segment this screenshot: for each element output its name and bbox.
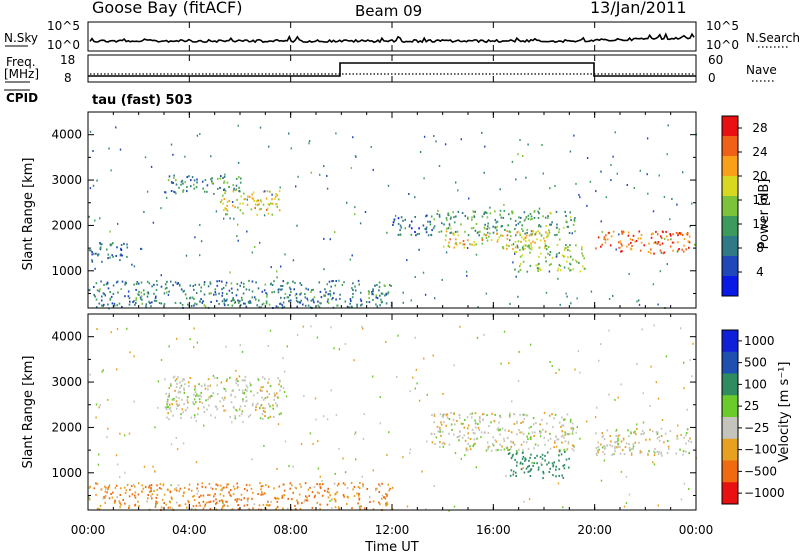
- svg-text:4000: 4000: [51, 128, 82, 142]
- svg-text:−25: −25: [744, 421, 769, 435]
- power-heatmap: [88, 124, 697, 310]
- beam-title: Beam 09: [355, 2, 422, 20]
- svg-text:1000: 1000: [51, 264, 82, 278]
- svg-text:04:00: 04:00: [172, 523, 207, 537]
- mode-label: tau (fast) 503: [92, 93, 193, 108]
- svg-text:3000: 3000: [51, 375, 82, 389]
- svg-text:28: 28: [752, 121, 767, 135]
- noise-right-tick-bottom: 10^0: [706, 38, 739, 52]
- noise-right-tick-top: 10^5: [706, 19, 739, 33]
- svg-text:25: 25: [744, 399, 759, 413]
- svg-text:16:00: 16:00: [476, 523, 511, 537]
- date-title: 13/Jan/2011: [590, 0, 687, 17]
- svg-text:8: 8: [756, 241, 764, 255]
- svg-text:4: 4: [756, 265, 764, 279]
- power-colorbar: 4 8 12 16 20 24 28: [721, 115, 768, 297]
- freq-right-tick-top: 60: [708, 53, 723, 67]
- freq-right-tick-bottom: 0: [708, 71, 716, 85]
- svg-text:4000: 4000: [51, 330, 82, 344]
- noise-right-label: N.Search: [746, 31, 800, 45]
- svg-text:00:00: 00:00: [71, 523, 106, 537]
- svg-text:1000: 1000: [51, 466, 82, 480]
- power-ylabel: Slant Range [km]: [21, 158, 36, 271]
- svg-text:16: 16: [752, 193, 767, 207]
- svg-text:−100: −100: [744, 443, 777, 457]
- svg-text:00:00: 00:00: [679, 523, 714, 537]
- svg-text:2000: 2000: [51, 218, 82, 232]
- svg-text:24: 24: [752, 145, 767, 159]
- svg-text:500: 500: [744, 356, 767, 370]
- power-colorbar-label: Power [dB]: [757, 179, 772, 250]
- station-title: Goose Bay (fitACF): [92, 0, 242, 17]
- noise-left-tick-bottom: 10^0: [47, 38, 80, 52]
- svg-text:12:00: 12:00: [375, 523, 410, 537]
- svg-text:12: 12: [752, 217, 767, 231]
- svg-text:2000: 2000: [51, 420, 82, 434]
- velocity-y-axis: 1000 2000 3000 4000: [51, 330, 696, 496]
- noise-sky-line: [89, 32, 695, 44]
- svg-text:08:00: 08:00: [273, 523, 308, 537]
- freq-right-label: Nave: [746, 63, 777, 77]
- power-panel-frame: [87, 111, 697, 309]
- svg-text:100: 100: [744, 377, 767, 391]
- svg-text:20:00: 20:00: [577, 523, 612, 537]
- svg-text:−500: −500: [744, 464, 777, 478]
- svg-text:3000: 3000: [51, 173, 82, 187]
- x-axis-label: Time UT: [364, 540, 418, 554]
- velocity-panel-frame: [87, 313, 697, 511]
- freq-left-tick-bottom: 8: [64, 71, 72, 85]
- freq-left-tick-top: 18: [60, 53, 75, 67]
- svg-text:−1000: −1000: [744, 486, 785, 500]
- svg-text:1000: 1000: [744, 334, 775, 348]
- velocity-colorbar-label: Velocity [m s⁻¹]: [777, 362, 792, 463]
- velocity-heatmap: [88, 324, 697, 512]
- velocity-colorbar: 1000 500 100 25 −25 −100 −500 −1000: [721, 329, 785, 505]
- velocity-ylabel: Slant Range [km]: [21, 356, 36, 469]
- time-x-axis: 00:00 04:00 08:00 12:00 16:00 20:00 00:00: [71, 22, 714, 537]
- power-y-axis: 1000 2000 3000 4000: [51, 128, 696, 294]
- noise-left-tick-top: 10^5: [47, 19, 80, 33]
- svg-text:20: 20: [752, 169, 767, 183]
- cpid-label: CPID: [6, 91, 38, 105]
- freq-left-label-line1: Freq.: [6, 55, 36, 69]
- noise-left-label: N.Sky: [4, 31, 38, 45]
- freq-left-label-line2: [MHz]: [4, 67, 39, 81]
- freq-step-line: [88, 62, 696, 77]
